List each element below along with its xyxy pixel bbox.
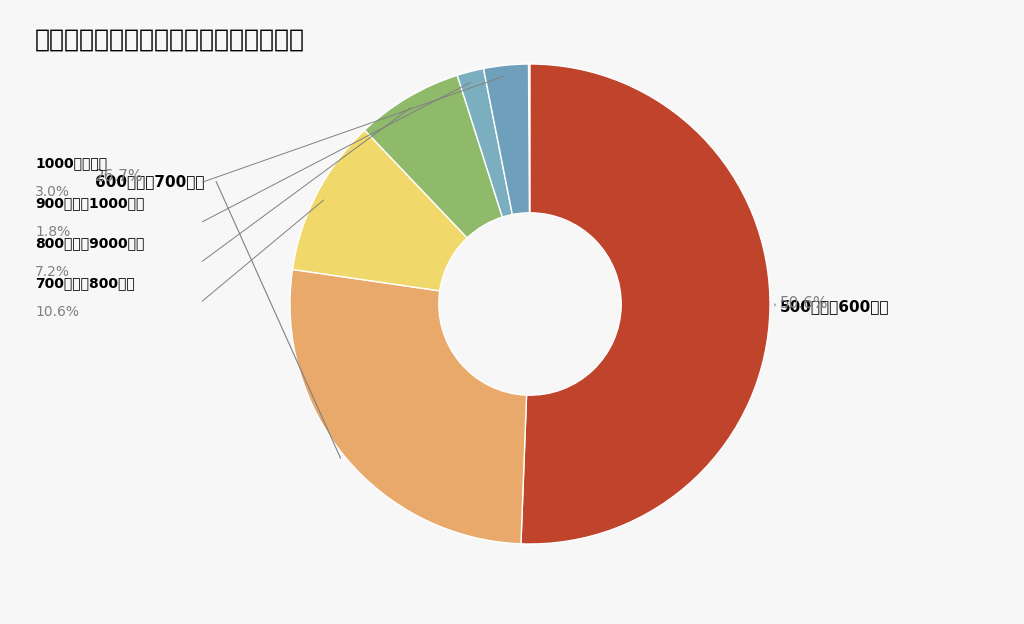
Text: 26.7%: 26.7% bbox=[95, 169, 143, 184]
Text: 700万円〜800万円: 700万円〜800万円 bbox=[35, 276, 135, 290]
Text: 公開求人における年収帯ごとの円グラフ: 公開求人における年収帯ごとの円グラフ bbox=[35, 28, 305, 52]
Wedge shape bbox=[365, 76, 503, 238]
Text: 1000万円以上: 1000万円以上 bbox=[35, 156, 108, 170]
Text: 1.8%: 1.8% bbox=[35, 225, 71, 239]
Text: 500万円〜600万円: 500万円〜600万円 bbox=[780, 299, 890, 314]
Text: 900万円〜1000万円: 900万円〜1000万円 bbox=[35, 196, 144, 210]
Wedge shape bbox=[458, 69, 512, 217]
Text: 10.6%: 10.6% bbox=[35, 305, 79, 319]
Text: 3.0%: 3.0% bbox=[35, 185, 70, 199]
Wedge shape bbox=[293, 130, 467, 291]
Wedge shape bbox=[290, 270, 526, 544]
Wedge shape bbox=[521, 64, 770, 544]
Text: 50.6%: 50.6% bbox=[780, 296, 828, 311]
Text: 600万円〜700万円: 600万円〜700万円 bbox=[95, 174, 205, 189]
Text: 800万円〜9000万円: 800万円〜9000万円 bbox=[35, 236, 144, 250]
Wedge shape bbox=[483, 64, 529, 215]
Text: 7.2%: 7.2% bbox=[35, 265, 70, 279]
